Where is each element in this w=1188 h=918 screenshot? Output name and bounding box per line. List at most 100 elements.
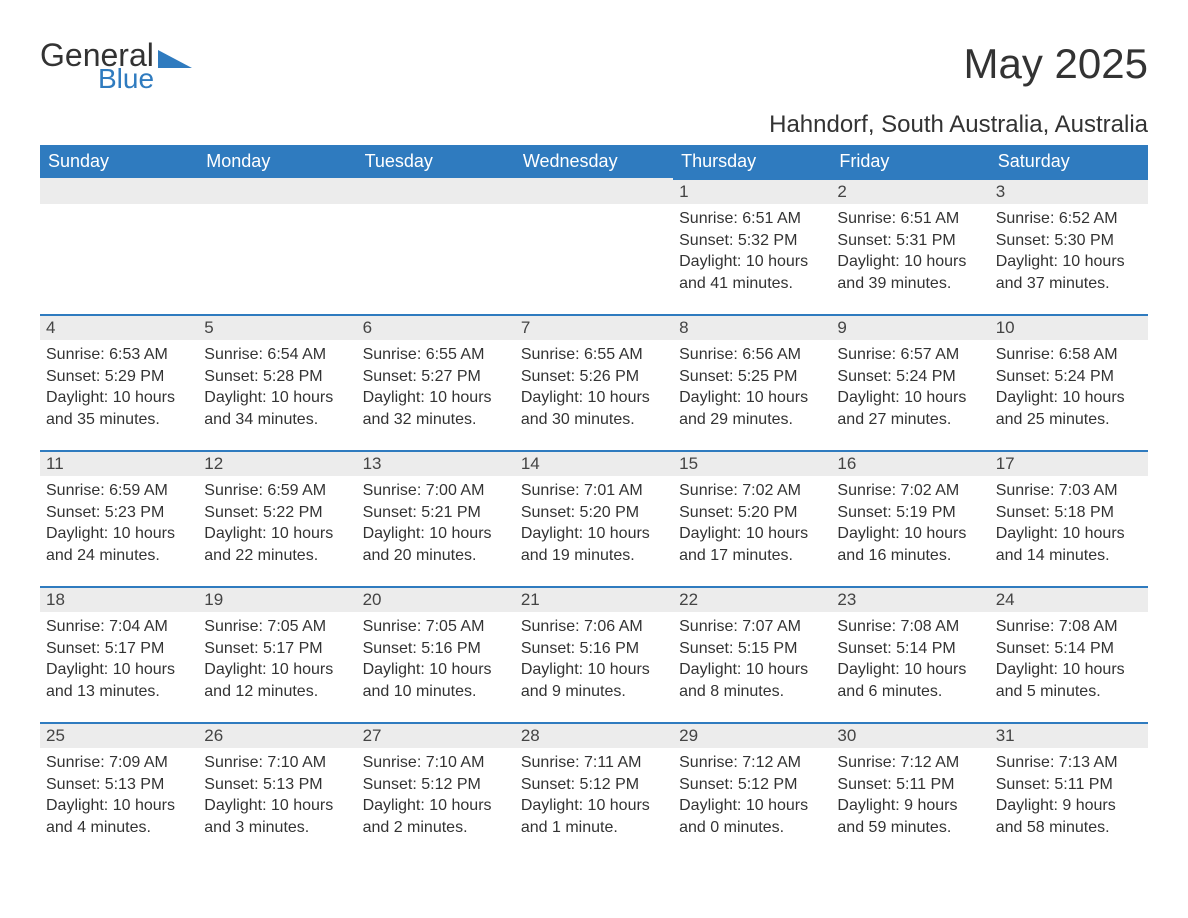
sunset-line: Sunset: 5:32 PM <box>679 230 825 252</box>
calendar-day-cell: 30Sunrise: 7:12 AMSunset: 5:11 PMDayligh… <box>831 722 989 858</box>
daylight-line: Daylight: 10 hours and 9 minutes. <box>521 659 667 702</box>
calendar-day-cell: 17Sunrise: 7:03 AMSunset: 5:18 PMDayligh… <box>990 450 1148 586</box>
day-body: Sunrise: 7:06 AMSunset: 5:16 PMDaylight:… <box>515 612 673 706</box>
daylight-line: Daylight: 10 hours and 39 minutes. <box>837 251 983 294</box>
sunrise-line: Sunrise: 6:53 AM <box>46 344 192 366</box>
day-number-bar: 7 <box>515 314 673 340</box>
sunset-line: Sunset: 5:12 PM <box>521 774 667 796</box>
sunset-line: Sunset: 5:16 PM <box>363 638 509 660</box>
sunset-line: Sunset: 5:12 PM <box>363 774 509 796</box>
sunrise-line: Sunrise: 7:10 AM <box>363 752 509 774</box>
calendar-day-cell: 11Sunrise: 6:59 AMSunset: 5:23 PMDayligh… <box>40 450 198 586</box>
day-number-bar: 5 <box>198 314 356 340</box>
day-body: Sunrise: 6:53 AMSunset: 5:29 PMDaylight:… <box>40 340 198 434</box>
day-body: Sunrise: 7:05 AMSunset: 5:16 PMDaylight:… <box>357 612 515 706</box>
daylight-line: Daylight: 10 hours and 24 minutes. <box>46 523 192 566</box>
day-number-bar: 4 <box>40 314 198 340</box>
empty-day-bar <box>198 178 356 204</box>
calendar-day-cell <box>40 178 198 314</box>
sunset-line: Sunset: 5:17 PM <box>204 638 350 660</box>
calendar-day-cell: 9Sunrise: 6:57 AMSunset: 5:24 PMDaylight… <box>831 314 989 450</box>
weekday-header-row: SundayMondayTuesdayWednesdayThursdayFrid… <box>40 145 1148 178</box>
sunrise-line: Sunrise: 6:54 AM <box>204 344 350 366</box>
calendar-body: 1Sunrise: 6:51 AMSunset: 5:32 PMDaylight… <box>40 178 1148 858</box>
day-body: Sunrise: 6:56 AMSunset: 5:25 PMDaylight:… <box>673 340 831 434</box>
day-number-bar: 15 <box>673 450 831 476</box>
calendar-day-cell: 7Sunrise: 6:55 AMSunset: 5:26 PMDaylight… <box>515 314 673 450</box>
logo-triangle-icon <box>158 46 192 70</box>
day-body: Sunrise: 7:11 AMSunset: 5:12 PMDaylight:… <box>515 748 673 842</box>
sunset-line: Sunset: 5:22 PM <box>204 502 350 524</box>
sunset-line: Sunset: 5:20 PM <box>521 502 667 524</box>
sunset-line: Sunset: 5:29 PM <box>46 366 192 388</box>
day-body: Sunrise: 6:51 AMSunset: 5:31 PMDaylight:… <box>831 204 989 298</box>
calendar-day-cell: 27Sunrise: 7:10 AMSunset: 5:12 PMDayligh… <box>357 722 515 858</box>
sunrise-line: Sunrise: 7:01 AM <box>521 480 667 502</box>
day-number-bar: 28 <box>515 722 673 748</box>
day-number-bar: 6 <box>357 314 515 340</box>
sunrise-line: Sunrise: 6:55 AM <box>521 344 667 366</box>
day-number-bar: 12 <box>198 450 356 476</box>
sunset-line: Sunset: 5:27 PM <box>363 366 509 388</box>
calendar-day-cell <box>515 178 673 314</box>
day-body: Sunrise: 6:52 AMSunset: 5:30 PMDaylight:… <box>990 204 1148 298</box>
sunrise-line: Sunrise: 7:13 AM <box>996 752 1142 774</box>
day-body: Sunrise: 6:55 AMSunset: 5:26 PMDaylight:… <box>515 340 673 434</box>
daylight-line: Daylight: 10 hours and 5 minutes. <box>996 659 1142 702</box>
day-number-bar: 8 <box>673 314 831 340</box>
calendar-day-cell: 20Sunrise: 7:05 AMSunset: 5:16 PMDayligh… <box>357 586 515 722</box>
calendar-day-cell <box>357 178 515 314</box>
sunset-line: Sunset: 5:25 PM <box>679 366 825 388</box>
sunrise-line: Sunrise: 6:51 AM <box>837 208 983 230</box>
sunrise-line: Sunrise: 7:06 AM <box>521 616 667 638</box>
sunset-line: Sunset: 5:18 PM <box>996 502 1142 524</box>
day-body: Sunrise: 7:00 AMSunset: 5:21 PMDaylight:… <box>357 476 515 570</box>
calendar-day-cell: 8Sunrise: 6:56 AMSunset: 5:25 PMDaylight… <box>673 314 831 450</box>
month-title: May 2025 <box>964 40 1148 88</box>
sunrise-line: Sunrise: 6:59 AM <box>204 480 350 502</box>
calendar-day-cell: 1Sunrise: 6:51 AMSunset: 5:32 PMDaylight… <box>673 178 831 314</box>
sunrise-line: Sunrise: 7:08 AM <box>837 616 983 638</box>
day-body: Sunrise: 6:55 AMSunset: 5:27 PMDaylight:… <box>357 340 515 434</box>
day-number-bar: 22 <box>673 586 831 612</box>
calendar-day-cell: 29Sunrise: 7:12 AMSunset: 5:12 PMDayligh… <box>673 722 831 858</box>
empty-day-bar <box>40 178 198 204</box>
day-body: Sunrise: 6:59 AMSunset: 5:22 PMDaylight:… <box>198 476 356 570</box>
sunset-line: Sunset: 5:28 PM <box>204 366 350 388</box>
daylight-line: Daylight: 10 hours and 20 minutes. <box>363 523 509 566</box>
sunset-line: Sunset: 5:30 PM <box>996 230 1142 252</box>
day-number-bar: 27 <box>357 722 515 748</box>
sunrise-line: Sunrise: 7:04 AM <box>46 616 192 638</box>
sunset-line: Sunset: 5:13 PM <box>204 774 350 796</box>
day-body: Sunrise: 7:02 AMSunset: 5:20 PMDaylight:… <box>673 476 831 570</box>
sunrise-line: Sunrise: 6:59 AM <box>46 480 192 502</box>
calendar-day-cell: 16Sunrise: 7:02 AMSunset: 5:19 PMDayligh… <box>831 450 989 586</box>
sunrise-line: Sunrise: 6:55 AM <box>363 344 509 366</box>
day-body: Sunrise: 7:12 AMSunset: 5:12 PMDaylight:… <box>673 748 831 842</box>
day-body: Sunrise: 6:58 AMSunset: 5:24 PMDaylight:… <box>990 340 1148 434</box>
daylight-line: Daylight: 10 hours and 3 minutes. <box>204 795 350 838</box>
sunrise-line: Sunrise: 7:05 AM <box>204 616 350 638</box>
sunrise-line: Sunrise: 7:12 AM <box>837 752 983 774</box>
day-number-bar: 31 <box>990 722 1148 748</box>
calendar-day-cell: 22Sunrise: 7:07 AMSunset: 5:15 PMDayligh… <box>673 586 831 722</box>
sunset-line: Sunset: 5:31 PM <box>837 230 983 252</box>
sunrise-line: Sunrise: 6:51 AM <box>679 208 825 230</box>
day-body: Sunrise: 7:12 AMSunset: 5:11 PMDaylight:… <box>831 748 989 842</box>
day-body: Sunrise: 7:04 AMSunset: 5:17 PMDaylight:… <box>40 612 198 706</box>
sunset-line: Sunset: 5:19 PM <box>837 502 983 524</box>
daylight-line: Daylight: 10 hours and 8 minutes. <box>679 659 825 702</box>
calendar-day-cell: 12Sunrise: 6:59 AMSunset: 5:22 PMDayligh… <box>198 450 356 586</box>
day-number-bar: 26 <box>198 722 356 748</box>
calendar-day-cell: 13Sunrise: 7:00 AMSunset: 5:21 PMDayligh… <box>357 450 515 586</box>
day-number-bar: 2 <box>831 178 989 204</box>
calendar-day-cell: 26Sunrise: 7:10 AMSunset: 5:13 PMDayligh… <box>198 722 356 858</box>
sunset-line: Sunset: 5:14 PM <box>996 638 1142 660</box>
sunset-line: Sunset: 5:20 PM <box>679 502 825 524</box>
calendar-table: SundayMondayTuesdayWednesdayThursdayFrid… <box>40 145 1148 858</box>
calendar-week-row: 18Sunrise: 7:04 AMSunset: 5:17 PMDayligh… <box>40 586 1148 722</box>
daylight-line: Daylight: 10 hours and 25 minutes. <box>996 387 1142 430</box>
day-number-bar: 1 <box>673 178 831 204</box>
day-body: Sunrise: 7:03 AMSunset: 5:18 PMDaylight:… <box>990 476 1148 570</box>
daylight-line: Daylight: 10 hours and 37 minutes. <box>996 251 1142 294</box>
